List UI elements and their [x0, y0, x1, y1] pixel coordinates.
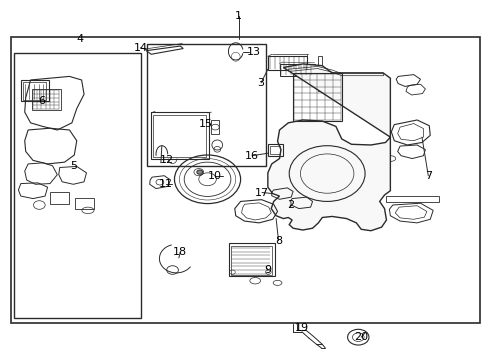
Text: 10: 10: [208, 171, 222, 181]
Bar: [279, 64, 314, 76]
Bar: [23, 82, 46, 100]
Bar: [75, 198, 94, 209]
Text: 13: 13: [247, 47, 261, 57]
Circle shape: [197, 170, 202, 174]
Bar: [318, 57, 322, 91]
Polygon shape: [267, 64, 389, 231]
Text: 17: 17: [254, 188, 268, 198]
Text: 8: 8: [274, 236, 282, 246]
Bar: [153, 114, 205, 157]
Bar: [11, 37, 479, 323]
Bar: [50, 192, 69, 204]
Text: 16: 16: [245, 151, 259, 161]
Bar: [31, 89, 61, 111]
Text: 1: 1: [235, 12, 242, 21]
Bar: [151, 112, 208, 158]
Bar: [211, 120, 219, 134]
Bar: [267, 57, 306, 70]
Text: 12: 12: [159, 156, 173, 165]
Bar: [267, 144, 283, 156]
Text: 3: 3: [257, 78, 264, 88]
Bar: [228, 243, 275, 276]
Text: 4: 4: [77, 34, 83, 44]
Bar: [269, 147, 280, 154]
Bar: [230, 246, 271, 275]
Text: 9: 9: [264, 265, 271, 275]
Bar: [147, 44, 266, 166]
Text: 19: 19: [294, 323, 308, 333]
Text: 15: 15: [198, 118, 212, 129]
Text: 11: 11: [159, 179, 172, 189]
Bar: [21, 80, 49, 102]
Bar: [385, 196, 438, 202]
Text: 20: 20: [353, 332, 367, 342]
Bar: [292, 73, 341, 121]
Text: 5: 5: [70, 161, 77, 171]
Text: 7: 7: [424, 171, 431, 181]
Bar: [14, 53, 141, 318]
Text: 2: 2: [286, 200, 293, 210]
Text: 14: 14: [133, 43, 147, 53]
Text: 6: 6: [38, 96, 45, 106]
Text: 18: 18: [173, 247, 187, 257]
